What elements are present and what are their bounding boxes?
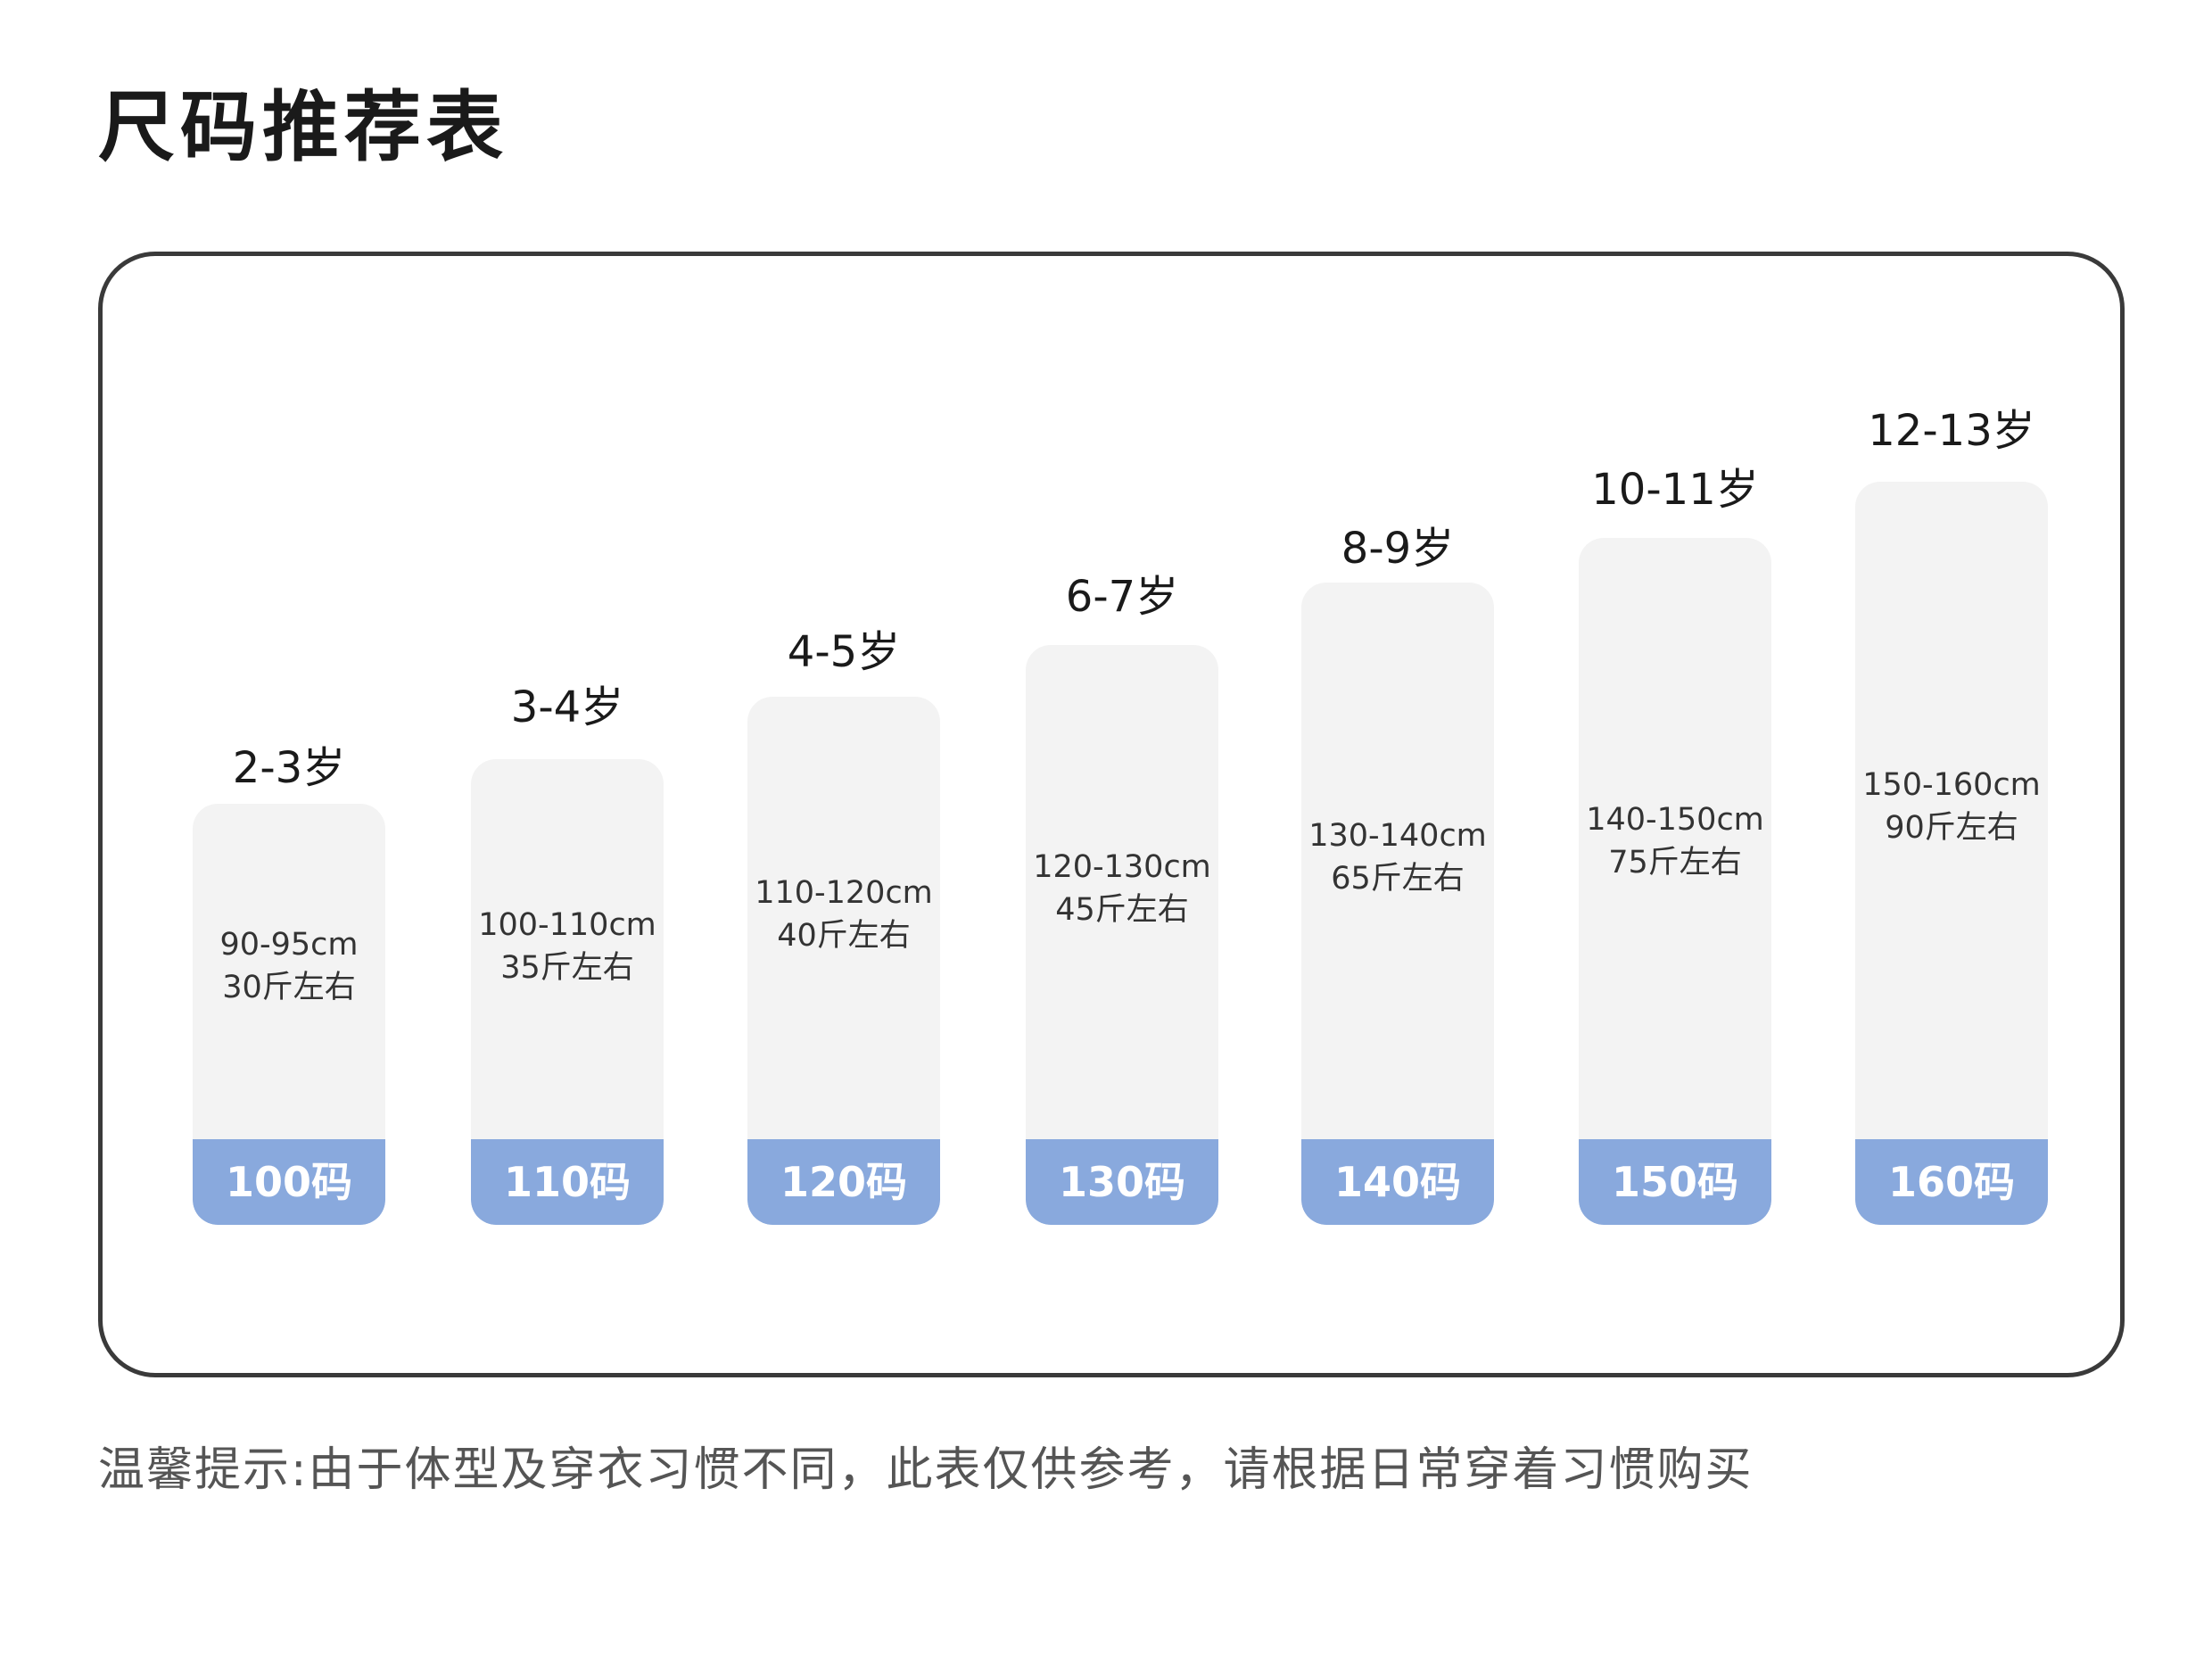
age-label: 8-9岁 [1341,524,1455,574]
age-label: 12-13岁 [1868,406,2035,456]
size-card: 140-150cm 75斤左右 150码 [1579,538,1771,1225]
size-chart-frame: 2-3岁 90-95cm 30斤左右 100码 3-4岁 100-110cm 3… [98,252,2125,1377]
age-label: 3-4岁 [510,682,624,732]
age-label: 10-11岁 [1591,465,1759,515]
tip-note: 温馨提示:由于体型及穿衣习惯不同，此表仅供参考，请根据日常穿着习惯购买 [98,1443,1754,1497]
age-label: 6-7岁 [1065,572,1179,622]
age-label: 2-3岁 [232,743,346,793]
size-badge: 120码 [747,1139,940,1225]
size-info: 130-140cm 65斤左右 [1301,814,1494,900]
age-label: 4-5岁 [787,627,901,677]
weight-range: 75斤左右 [1608,845,1742,880]
size-badge: 110码 [471,1139,664,1225]
weight-range: 30斤左右 [222,970,356,1005]
size-info: 120-130cm 45斤左右 [1026,846,1218,931]
size-card: 120-130cm 45斤左右 130码 [1026,645,1218,1225]
size-info: 100-110cm 35斤左右 [471,904,664,989]
size-badge: 100码 [193,1139,385,1225]
height-range: 110-120cm [755,875,933,911]
size-card: 150-160cm 90斤左右 160码 [1855,482,2048,1225]
weight-range: 90斤左右 [1885,810,2018,846]
height-range: 140-150cm [1586,802,1764,838]
page-title: 尺码推荐表 [98,83,508,172]
size-card: 100-110cm 35斤左右 110码 [471,759,664,1225]
height-range: 120-130cm [1033,849,1211,885]
size-badge: 140码 [1301,1139,1494,1225]
size-info: 90-95cm 30斤左右 [193,923,385,1009]
size-card: 130-140cm 65斤左右 140码 [1301,583,1494,1225]
height-range: 100-110cm [478,907,656,943]
size-info: 140-150cm 75斤左右 [1579,798,1771,884]
size-info: 110-120cm 40斤左右 [747,872,940,957]
height-range: 90-95cm [219,927,359,963]
size-badge: 150码 [1579,1139,1771,1225]
size-badge: 160码 [1855,1139,2048,1225]
weight-range: 65斤左右 [1331,861,1465,897]
size-card: 90-95cm 30斤左右 100码 [193,804,385,1225]
weight-range: 45斤左右 [1055,892,1189,928]
weight-range: 35斤左右 [500,950,634,986]
height-range: 150-160cm [1862,767,2041,803]
size-badge: 130码 [1026,1139,1218,1225]
size-card: 110-120cm 40斤左右 120码 [747,697,940,1225]
size-info: 150-160cm 90斤左右 [1855,764,2048,849]
weight-range: 40斤左右 [777,918,911,954]
height-range: 130-140cm [1308,818,1487,854]
